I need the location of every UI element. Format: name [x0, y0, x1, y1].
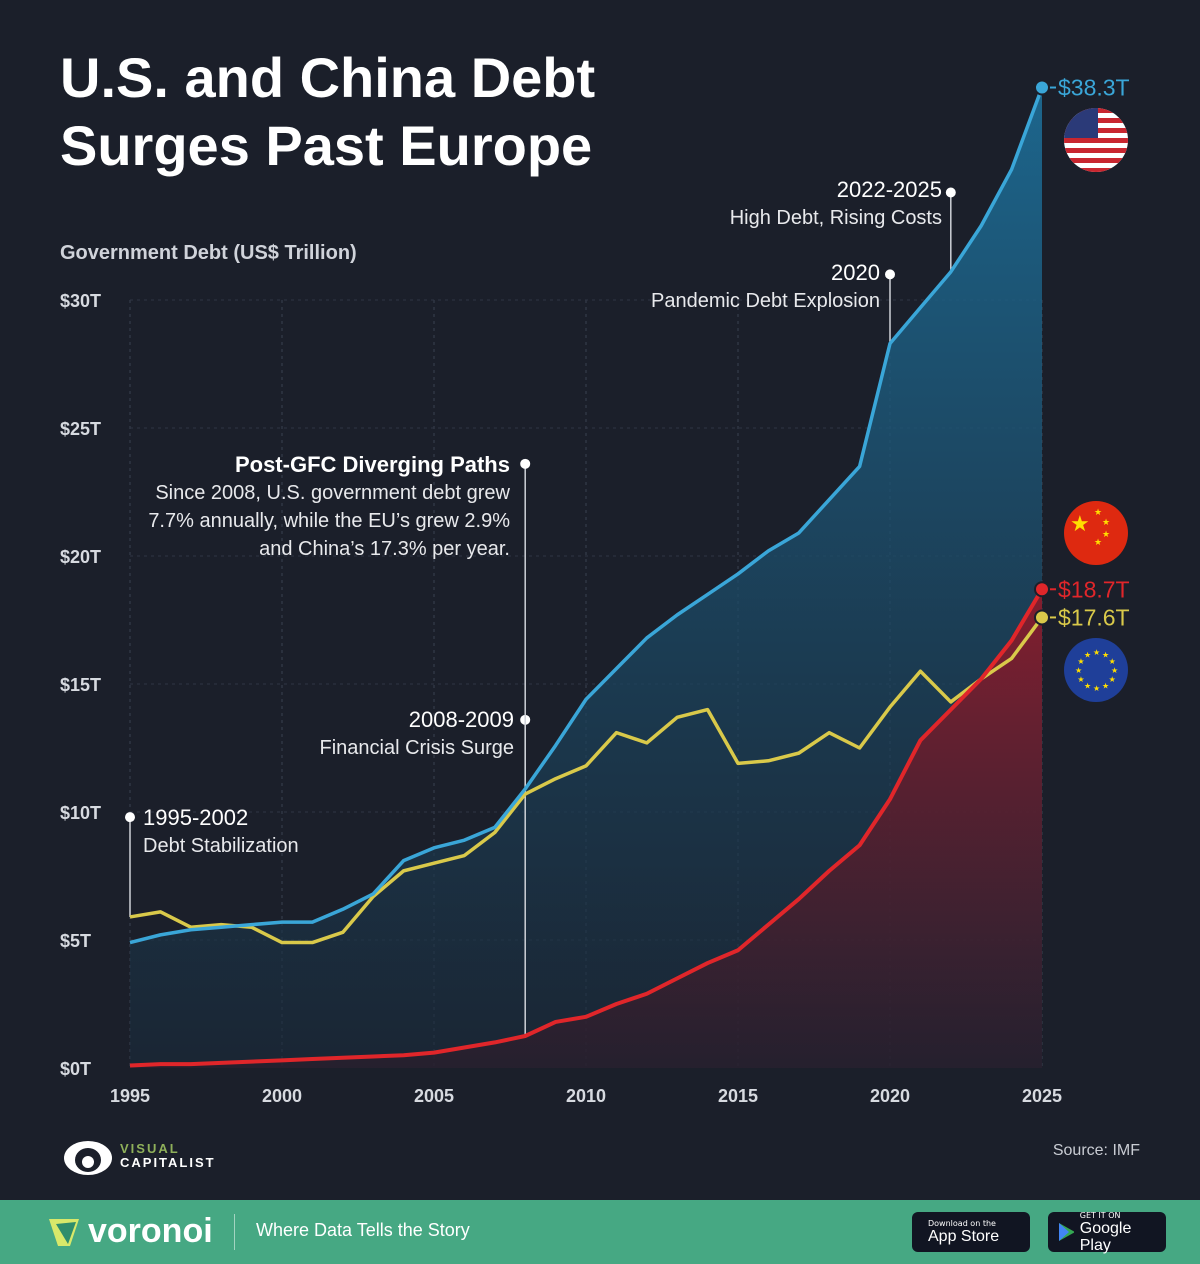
- eu-star-icon: ★: [1093, 648, 1100, 657]
- eu-star-icon: ★: [1109, 657, 1116, 666]
- eu-line: [129, 616, 1044, 945]
- tagline: Where Data Tells the Story: [256, 1220, 470, 1240]
- y-axis-label: Government Debt (US$ Trillion): [60, 242, 357, 264]
- svg-text:★: ★: [1070, 512, 1090, 537]
- eu-star-icon: ★: [1084, 650, 1091, 659]
- voronoi-wordmark: voronoi: [88, 1212, 213, 1250]
- google-play-small: GET IT ON: [1079, 1210, 1121, 1220]
- china-end-dot: [1034, 581, 1050, 598]
- visual-capitalist-logo: VISUAL CAPITALIST: [62, 1136, 216, 1176]
- vc-bottom: CAPITALIST: [120, 1155, 216, 1170]
- eu-star-icon: ★: [1109, 675, 1116, 684]
- annotation-line: Since 2008, U.S. government debt grew: [155, 482, 510, 504]
- annotation-text: High Debt, Rising Costs: [729, 207, 942, 229]
- svg-text:★: ★: [1102, 530, 1110, 540]
- vc-top: VISUAL: [120, 1141, 180, 1156]
- visual-capitalist-icon: [64, 1141, 112, 1175]
- annotation-year: 2020: [831, 260, 880, 285]
- app-store-big: App Store: [928, 1228, 1000, 1245]
- annotation-2008-2009: 2008-2009 Financial Crisis Surge: [319, 706, 514, 762]
- annotation-2020: 2020 Pandemic Debt Explosion: [651, 259, 880, 315]
- x-tick-label: 2015: [718, 1086, 758, 1106]
- annotation-dot: [520, 458, 531, 469]
- y-tick-label: $5T: [60, 931, 91, 951]
- eu-end-label: $17.6T: [1058, 604, 1130, 630]
- annotation-text: Financial Crisis Surge: [319, 737, 514, 759]
- x-tick-label: 1995: [110, 1086, 150, 1106]
- us-end-label: $38.3T: [1058, 75, 1130, 101]
- y-tick-label: $0T: [60, 1059, 91, 1079]
- annotation-line: 7.7% annually, while the EU’s grew 2.9%: [148, 510, 510, 532]
- annotation-text: Debt Stabilization: [143, 835, 299, 857]
- annotation-year: 1995-2002: [143, 805, 249, 830]
- eu-star-icon: ★: [1075, 666, 1082, 675]
- chart: 1995 2000 2005 2010 2015 2020 2025 $0T $5T $10T $1…: [60, 75, 1130, 1106]
- eu-star-icon: ★: [1102, 682, 1109, 691]
- x-tick-label: 2005: [414, 1086, 454, 1106]
- us-area: [130, 87, 1042, 1068]
- svg-text:★: ★: [1094, 538, 1102, 548]
- title-line-1: U.S. and China Debt: [60, 46, 596, 109]
- us-flag-icon: [1064, 108, 1128, 172]
- eu-flag-icon: ★★★★★★★★★ ★ ★★: [1064, 638, 1128, 702]
- eu-star-icon: ★: [1102, 650, 1109, 659]
- annotation-year: 2008-2009: [408, 707, 514, 732]
- google-play-button[interactable]: GET IT ON Google Play: [1048, 1210, 1166, 1254]
- source: Source: IMF: [1052, 1142, 1140, 1159]
- eu-end-dot: [1034, 609, 1050, 626]
- footer-bar: voronoi Where Data Tells the Story Downl…: [0, 1200, 1200, 1264]
- y-tick-label: $20T: [60, 547, 101, 567]
- x-tick-label: 2010: [566, 1086, 606, 1106]
- annotation-line: and China’s 17.3% per year.: [259, 538, 510, 560]
- us-line: [129, 86, 1044, 945]
- app-store-small: Download on the: [928, 1219, 996, 1228]
- annotation-year: 2022-2025: [836, 177, 942, 202]
- annotation-title: Post-GFC Diverging Paths: [234, 452, 510, 477]
- x-tick-label: 2025: [1022, 1086, 1062, 1106]
- y-tick-label: $10T: [60, 803, 101, 823]
- china-line: [129, 588, 1044, 1068]
- voronoi-logo[interactable]: voronoi: [46, 1212, 213, 1251]
- y-tick-label: $30T: [60, 291, 101, 311]
- annotation-1995-2002: 1995-2002 Debt Stabilization: [143, 804, 299, 860]
- us-end-dot: [1034, 79, 1050, 96]
- eu-star-icon: ★: [1077, 657, 1084, 666]
- voronoi-icon: [49, 1218, 79, 1246]
- x-tick-label: 2000: [262, 1086, 302, 1106]
- y-tick-label: $15T: [60, 675, 101, 695]
- annotation-dot: [945, 187, 956, 198]
- title-line-2: Surges Past Europe: [60, 114, 593, 177]
- x-tick-label: 2020: [870, 1086, 910, 1106]
- china-area: [130, 589, 1042, 1068]
- annotation-dot: [125, 812, 135, 823]
- annotation-post-gfc: Post-GFC Diverging Paths Since 2008, U.S…: [148, 451, 510, 563]
- eu-star-icon: ★: [1093, 684, 1100, 693]
- app-store-button[interactable]: Download on the App Store: [912, 1212, 1030, 1252]
- divider: [234, 1214, 235, 1250]
- eu-star-icon: ★: [1084, 682, 1091, 691]
- annotation-2022-2025: 2022-2025 High Debt, Rising Costs: [730, 176, 942, 232]
- y-tick-label: $25T: [60, 419, 101, 439]
- annotation-dot: [885, 269, 895, 280]
- eu-star-icon: ★: [1077, 675, 1084, 684]
- eu-star-icon: ★: [1111, 666, 1118, 675]
- svg-text:★: ★: [1102, 518, 1110, 528]
- svg-text:★: ★: [1094, 508, 1102, 518]
- china-flag-icon: ★ ★ ★ ★ ★: [1064, 501, 1128, 565]
- google-play-icon: [1059, 1223, 1074, 1241]
- chart-title: U.S. and China Debt Surges Past Europe: [60, 44, 595, 180]
- google-play-big: Google Play: [1079, 1219, 1132, 1254]
- annotation-text: Pandemic Debt Explosion: [650, 290, 880, 312]
- china-end-label: $18.7T: [1058, 576, 1130, 602]
